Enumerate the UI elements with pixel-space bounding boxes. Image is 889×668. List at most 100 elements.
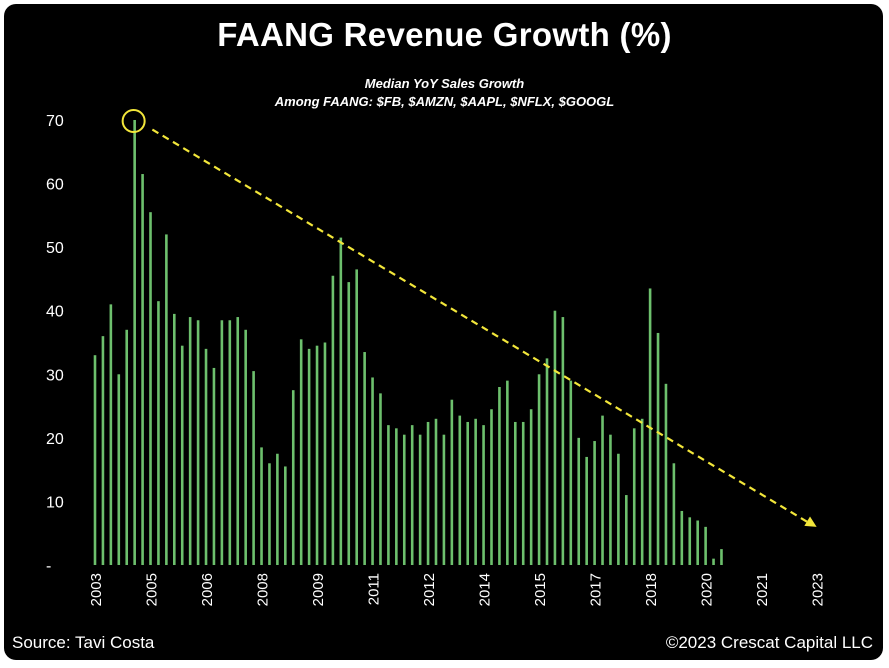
- bar: [133, 120, 136, 565]
- bar: [498, 387, 501, 565]
- bar: [442, 434, 446, 565]
- chart-title: FAANG Revenue Growth (%): [217, 16, 672, 53]
- y-tick-label: 20: [46, 431, 64, 448]
- chart-subtitle-line2: Among FAANG: $FB, $AMZN, $AAPL, $NFLX, $…: [274, 94, 615, 109]
- bar: [482, 425, 485, 565]
- bar: [625, 495, 628, 565]
- bar: [688, 517, 692, 565]
- bar: [712, 558, 715, 565]
- bar: [387, 425, 390, 565]
- bar: [276, 453, 279, 565]
- bar: [466, 421, 470, 565]
- bar: [125, 329, 129, 565]
- bar: [268, 463, 271, 565]
- bar: [601, 415, 604, 565]
- bar: [180, 345, 184, 565]
- bar: [704, 526, 707, 565]
- bar: [720, 549, 723, 565]
- bar: [561, 317, 565, 565]
- x-tick-label: 2017: [588, 573, 605, 606]
- bar: [569, 380, 573, 565]
- x-tick-label: 2008: [255, 573, 272, 606]
- x-tick-label: 2023: [810, 573, 827, 606]
- bar: [640, 418, 644, 565]
- bar: [228, 320, 232, 565]
- y-tick-label: 10: [46, 494, 64, 511]
- bar: [109, 304, 113, 565]
- y-tick-label: 40: [46, 304, 64, 321]
- x-tick-label: 2015: [532, 573, 549, 606]
- bar: [506, 380, 509, 565]
- peak-highlight-circle: [121, 109, 146, 133]
- bar: [347, 282, 351, 565]
- bar: [299, 339, 303, 565]
- bar: [149, 212, 152, 565]
- bar: [490, 409, 493, 565]
- y-tick-label: -: [46, 558, 51, 575]
- x-tick-label: 2009: [310, 573, 327, 606]
- bar: [680, 510, 684, 565]
- bar: [236, 317, 240, 565]
- bar: [212, 367, 216, 565]
- bar: [458, 415, 462, 565]
- bar: [331, 275, 335, 565]
- bar: [196, 320, 200, 565]
- chart-subtitle-line1: Median YoY Sales Growth: [364, 76, 525, 91]
- bar: [434, 418, 438, 565]
- bar: [585, 456, 588, 565]
- bar: [402, 434, 406, 565]
- bar: [545, 358, 549, 565]
- bar: [664, 383, 668, 565]
- trend-line: [151, 128, 812, 525]
- bar: [656, 332, 660, 565]
- bar: [521, 421, 525, 565]
- bar: [291, 390, 295, 565]
- bar: [165, 234, 168, 565]
- bar: [609, 434, 612, 565]
- bar: [537, 374, 541, 565]
- x-tick-label: 2003: [88, 573, 105, 606]
- bar: [101, 336, 105, 565]
- bar: [117, 374, 121, 565]
- y-tick-label: 60: [46, 177, 64, 194]
- x-tick-label: 2005: [144, 573, 161, 606]
- x-tick-label: 2021: [754, 573, 771, 606]
- copyright-notice: ©2023 Crescat Capital LLC: [665, 633, 873, 652]
- bar: [513, 421, 517, 565]
- bar: [632, 428, 636, 565]
- bar: [355, 269, 358, 565]
- x-tick-label: 2020: [699, 573, 716, 606]
- x-tick-label: 2014: [477, 573, 494, 606]
- bar: [529, 409, 533, 565]
- bar: [696, 520, 699, 565]
- bar: [220, 320, 224, 565]
- bar: [577, 437, 581, 565]
- bar: [260, 447, 263, 565]
- x-tick-label: 2012: [421, 573, 438, 606]
- source-credit: Source: Tavi Costa: [12, 633, 155, 652]
- bar: [593, 441, 596, 565]
- bar: [363, 352, 366, 565]
- x-tick-label: 2018: [643, 573, 660, 606]
- bar: [450, 399, 454, 565]
- bar: [188, 317, 192, 565]
- x-tick-label: 2006: [199, 573, 216, 606]
- y-tick-label: 50: [46, 240, 64, 257]
- bar: [418, 434, 422, 565]
- bar: [307, 348, 311, 565]
- bar: [426, 421, 430, 565]
- bar: [672, 463, 676, 565]
- bar: [410, 425, 414, 565]
- bar: [244, 329, 247, 565]
- bar: [157, 301, 160, 565]
- bar: [204, 348, 208, 565]
- bar: [395, 428, 398, 565]
- bar: [339, 237, 343, 566]
- bar: [379, 393, 382, 565]
- bar: [315, 345, 319, 565]
- bar: [141, 174, 144, 566]
- bar: [474, 418, 477, 565]
- bar: [173, 313, 176, 565]
- bar: [617, 453, 620, 565]
